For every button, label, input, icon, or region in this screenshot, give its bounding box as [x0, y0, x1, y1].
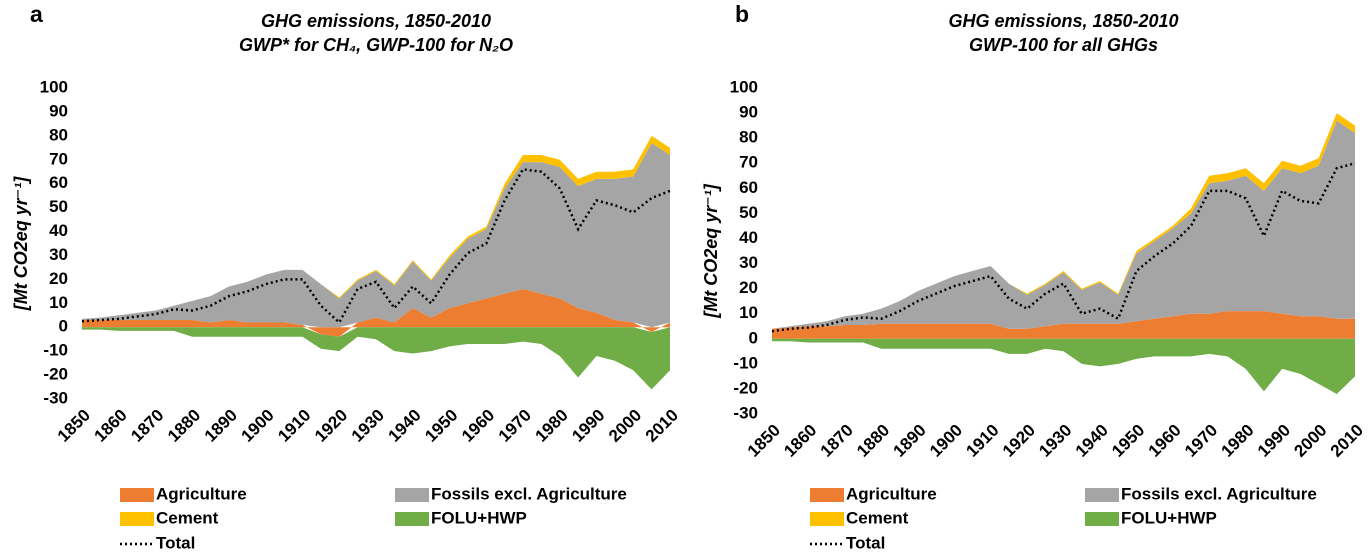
y-tick-label: 90 [739, 103, 758, 122]
y-tick-label: 100 [730, 77, 758, 96]
legend-swatch [810, 512, 844, 526]
legend-label: Cement [846, 508, 909, 527]
y-tick-label: 30 [49, 245, 68, 264]
legend-label: Agriculture [846, 484, 937, 503]
x-tick-label: 1970 [495, 406, 535, 446]
y-tick-label: 20 [739, 278, 758, 297]
x-tick-label: 1850 [54, 406, 94, 446]
area [82, 143, 670, 328]
x-tick-label: 1990 [1254, 421, 1294, 461]
x-tick-label: 1930 [1035, 421, 1075, 461]
y-tick-label: 40 [49, 221, 68, 240]
legend-swatch [395, 488, 429, 502]
x-tick-label: 1980 [532, 406, 572, 446]
y-tick-label: 10 [49, 293, 68, 312]
panel: a GHG emissions, 1850-2010 GWP* for CH₄, G… [11, 1, 682, 552]
legend-swatch [1085, 488, 1119, 502]
y-tick-label: 0 [749, 328, 758, 347]
y-tick-label: -30 [43, 388, 68, 407]
x-tick-label: 2010 [642, 406, 682, 446]
panel: b GHG emissions, 1850-2010 GWP-100 for all… [701, 1, 1367, 552]
legend-label: Fossils excl. Agriculture [1121, 484, 1317, 503]
panel-label: b [735, 1, 749, 27]
y-axis-label: [Mt CO2eq yr⁻¹] [11, 176, 31, 312]
area [772, 120, 1355, 329]
legend-swatch [810, 488, 844, 502]
y-tick-label: 0 [59, 317, 68, 336]
x-tick-label: 1860 [780, 421, 820, 461]
legend-label: Agriculture [156, 484, 247, 503]
x-tick-label: 2000 [605, 406, 645, 446]
y-tick-label: 20 [49, 269, 68, 288]
area [82, 288, 670, 337]
legend-label: Total [846, 533, 885, 552]
y-tick-label: -20 [43, 365, 68, 384]
x-tick-label: 2010 [1327, 421, 1367, 461]
x-tick-label: 1900 [926, 421, 966, 461]
y-tick-label: 100 [40, 77, 68, 96]
area [772, 338, 1355, 394]
x-tick-label: 1880 [164, 406, 204, 446]
x-tick-label: 1890 [201, 406, 241, 446]
total-line [81, 167, 671, 325]
legend-label: FOLU+HWP [431, 508, 527, 527]
y-tick-label: 60 [739, 178, 758, 197]
y-tick-label: 40 [739, 228, 758, 247]
x-tick-label: 1960 [458, 406, 498, 446]
x-tick-label: 1850 [744, 421, 784, 461]
x-tick-label: 1890 [890, 421, 930, 461]
y-tick-label: 60 [49, 173, 68, 192]
y-tick-label: 80 [739, 128, 758, 147]
y-tick-label: 10 [739, 303, 758, 322]
chart-subtitle: GWP-100 for all GHGs [969, 35, 1158, 55]
y-tick-label: -10 [43, 341, 68, 360]
area [772, 311, 1355, 339]
y-axis-label: [Mt CO2eq yr⁻¹] [701, 183, 721, 319]
legend-label: FOLU+HWP [1121, 508, 1217, 527]
x-tick-label: 1870 [817, 421, 857, 461]
y-tick-label: 80 [49, 125, 68, 144]
y-tick-label: 50 [49, 197, 68, 216]
area [82, 327, 670, 390]
y-tick-label: 70 [739, 153, 758, 172]
legend-swatch [120, 512, 154, 526]
y-tick-label: 90 [49, 101, 68, 120]
x-tick-label: 1860 [91, 406, 131, 446]
x-tick-label: 1990 [568, 406, 608, 446]
x-tick-label: 1940 [385, 406, 425, 446]
x-tick-label: 1970 [1181, 421, 1221, 461]
legend-label: Fossils excl. Agriculture [431, 484, 627, 503]
x-tick-label: 1880 [853, 421, 893, 461]
x-tick-label: 1900 [238, 406, 278, 446]
x-tick-label: 1980 [1218, 421, 1258, 461]
y-tick-label: 70 [49, 149, 68, 168]
x-tick-label: 1960 [1145, 421, 1185, 461]
x-tick-label: 1950 [1108, 421, 1148, 461]
legend-swatch [395, 512, 429, 526]
x-tick-label: 1870 [127, 406, 167, 446]
x-tick-label: 1950 [421, 406, 461, 446]
panel-label: a [30, 1, 43, 27]
x-tick-label: 2000 [1290, 421, 1330, 461]
x-tick-label: 1910 [274, 406, 314, 446]
legend-swatch [120, 488, 154, 502]
legend-label: Cement [156, 508, 219, 527]
x-tick-label: 1940 [1072, 421, 1112, 461]
chart-title: GHG emissions, 1850-2010 [948, 11, 1178, 31]
x-tick-label: 1920 [999, 421, 1039, 461]
y-tick-label: 50 [739, 203, 758, 222]
legend-label: Total [156, 533, 195, 552]
x-tick-label: 1920 [311, 406, 351, 446]
x-tick-label: 1930 [348, 406, 388, 446]
chart-title: GHG emissions, 1850-2010 [261, 11, 491, 31]
x-tick-label: 1910 [962, 421, 1002, 461]
legend-swatch [1085, 512, 1119, 526]
y-tick-label: -10 [733, 353, 758, 372]
y-tick-label: 30 [739, 253, 758, 272]
y-tick-label: -20 [733, 378, 758, 397]
chart-subtitle: GWP* for CH₄, GWP-100 for N₂O [239, 35, 513, 55]
y-tick-label: -30 [733, 403, 758, 422]
